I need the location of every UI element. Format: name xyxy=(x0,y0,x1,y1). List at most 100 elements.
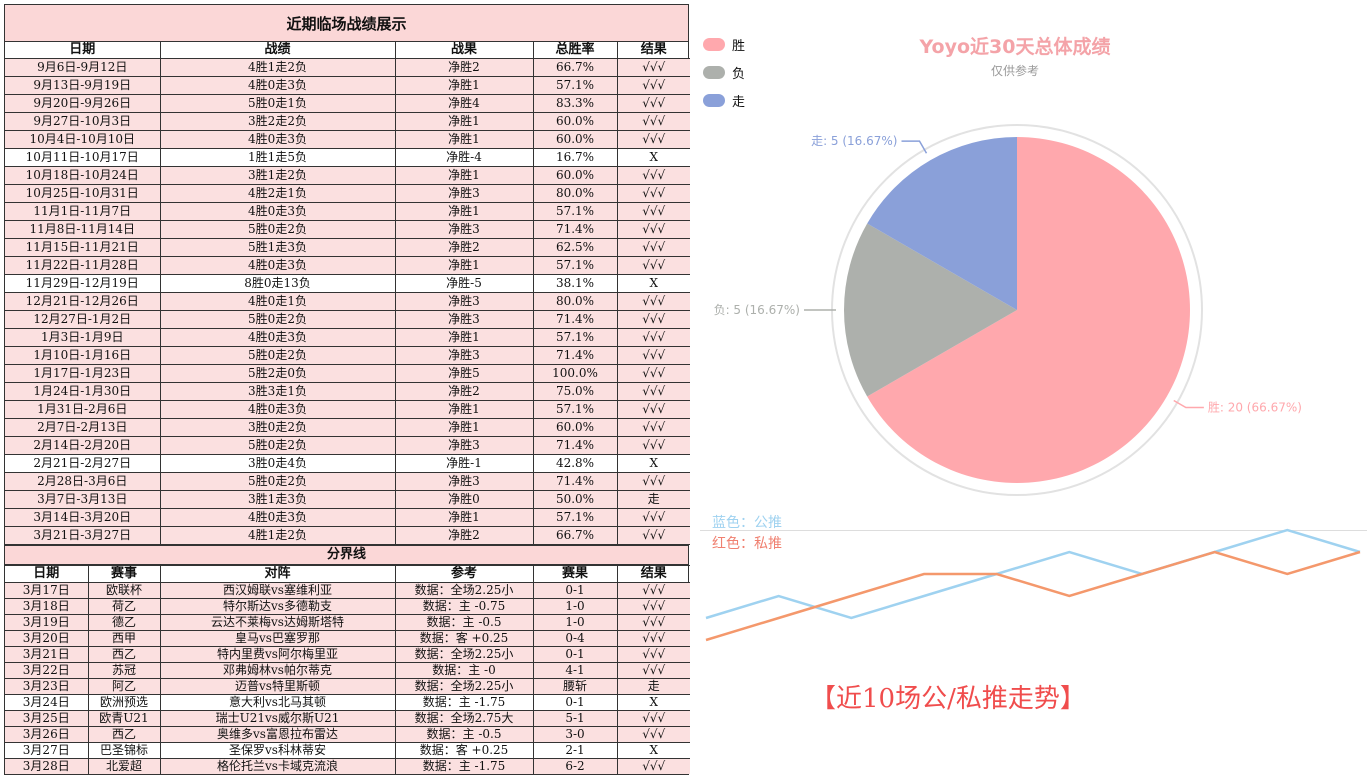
winrate-cell: 57.1% xyxy=(532,76,618,95)
winrate-cell: 71.4% xyxy=(532,310,618,329)
date-cell: 1月24日-1月30日 xyxy=(5,382,161,401)
record-cell: 4胜1走2负 xyxy=(159,526,396,545)
result-cell: √√√ xyxy=(616,256,690,275)
match-date-cell: 3月18日 xyxy=(5,598,89,615)
match-header-cell: 参考 xyxy=(394,565,534,583)
league-cell: 北爱超 xyxy=(87,758,161,774)
match-date-cell: 3月25日 xyxy=(5,710,89,727)
result-cell: √√√ xyxy=(616,112,690,131)
net-cell: 净胜2 xyxy=(394,382,534,401)
winrate-cell: 57.1% xyxy=(532,202,618,221)
record-cell: 3胜0走4负 xyxy=(159,454,396,473)
fixture-cell: 皇马vs巴塞罗那 xyxy=(159,630,396,647)
result-cell: √√√ xyxy=(616,364,690,383)
weekly-header-row: 日期 战绩 战果 总胜率 结果 xyxy=(5,42,690,59)
result-cell: X xyxy=(616,148,690,167)
trend-chart xyxy=(705,528,1361,642)
record-cell: 3胜2走2负 xyxy=(159,112,396,131)
legend-label: 胜 xyxy=(732,38,746,54)
league-cell: 阿乙 xyxy=(87,678,161,695)
record-title: 近期临场战绩展示 xyxy=(5,5,688,42)
match-result-cell: √√√ xyxy=(616,614,690,631)
trend-title: 【近10场公/私推走势】 xyxy=(810,684,1086,714)
match-date-cell: 3月22日 xyxy=(5,662,89,679)
record-cell: 3胜1走3负 xyxy=(159,490,396,509)
table-row: 1月24日-1月30日 3胜3走1负 净胜2 75.0% √√√ xyxy=(5,382,690,401)
table-row: 10月11日-10月17日 1胜1走5负 净胜-4 16.7% X xyxy=(5,148,690,167)
record-cell: 4胜0走3负 xyxy=(159,508,396,527)
net-cell: 净胜1 xyxy=(394,130,534,149)
match-header-cell: 日期 xyxy=(5,565,89,583)
winrate-cell: 75.0% xyxy=(532,382,618,401)
net-cell: 净胜5 xyxy=(394,364,534,383)
table-row: 10月18日-10月24日 3胜1走2负 净胜1 60.0% √√√ xyxy=(5,166,690,185)
result-cell: 走 xyxy=(616,490,690,509)
table-row: 11月8日-11月14日 5胜0走2负 净胜3 71.4% √√√ xyxy=(5,220,690,239)
reference-cell: 数据：主 -1.75 xyxy=(394,758,534,774)
match-result-cell: √√√ xyxy=(616,630,690,647)
winrate-cell: 57.1% xyxy=(532,328,618,347)
legend-item: 负 xyxy=(703,58,745,86)
result-cell: √√√ xyxy=(616,328,690,347)
winrate-cell: 60.0% xyxy=(532,166,618,185)
pie-chart: 胜: 20 (66.67%) 负: 5 (16.67%) 走: 5 (16.67%) xyxy=(714,124,1302,496)
winrate-cell: 60.0% xyxy=(532,112,618,131)
score-cell: 5-1 xyxy=(532,710,618,727)
result-cell: X xyxy=(616,274,690,293)
net-cell: 净胜2 xyxy=(394,238,534,257)
winrate-cell: 57.1% xyxy=(532,508,618,527)
net-cell: 净胜3 xyxy=(394,292,534,311)
score-cell: 2-1 xyxy=(532,742,618,759)
net-cell: 净胜2 xyxy=(394,58,534,77)
table-row: 1月3日-1月9日 4胜0走3负 净胜1 57.1% √√√ xyxy=(5,328,690,347)
table-row: 3月28日 北爱超 格伦托兰vs卡域克流浪 数据：主 -1.75 6-2 √√√ xyxy=(5,758,690,774)
match-header-cell: 对阵 xyxy=(159,565,396,583)
table-row: 3月21日-3月27日 4胜1走2负 净胜2 66.7% √√√ xyxy=(5,526,690,545)
record-cell: 8胜0走13负 xyxy=(159,274,396,293)
legend-item: 胜 xyxy=(703,30,745,58)
net-cell: 净胜-4 xyxy=(394,148,534,167)
match-result-cell: √√√ xyxy=(616,726,690,743)
table-row: 11月15日-11月21日 5胜1走3负 净胜2 62.5% √√√ xyxy=(5,238,690,257)
net-cell: 净胜4 xyxy=(394,94,534,113)
net-cell: 净胜3 xyxy=(394,346,534,365)
weekly-record-table: 日期 战绩 战果 总胜率 结果 9月6日-9月12日 4胜1走2负 净胜2 66.7% √√√ 9… xyxy=(5,42,690,545)
winrate-cell: 42.8% xyxy=(532,454,618,473)
table-row: 10月4日-10月10日 4胜0走3负 净胜1 60.0% √√√ xyxy=(5,130,690,149)
result-cell: √√√ xyxy=(616,202,690,221)
record-cell: 3胜3走1负 xyxy=(159,382,396,401)
date-cell: 9月20日-9月26日 xyxy=(5,94,161,113)
weekly-header-cell: 结果 xyxy=(616,42,690,59)
table-row: 11月22日-11月28日 4胜0走3负 净胜1 57.1% √√√ xyxy=(5,256,690,275)
legend-item: 走 xyxy=(703,86,745,114)
fixture-cell: 特尔斯达vs多德勒支 xyxy=(159,598,396,615)
weekly-header-cell: 总胜率 xyxy=(532,42,618,59)
pie-title: Yoyo近30天总体成绩 xyxy=(919,36,1111,58)
net-cell: 净胜1 xyxy=(394,202,534,221)
table-row: 3月23日 阿乙 迈普vs特里斯顿 数据：全场2.25小 腰斩走 xyxy=(5,678,690,695)
divider-row: 分界线 xyxy=(5,545,688,565)
fixture-cell: 云达不莱梅vs达姆斯塔特 xyxy=(159,614,396,631)
pie-label: 胜: 20 (66.67%) xyxy=(1208,400,1302,415)
date-cell: 12月21日-12月26日 xyxy=(5,292,161,311)
record-cell: 5胜0走2负 xyxy=(159,346,396,365)
legend-label: 走 xyxy=(732,94,746,110)
table-row: 3月17日 欧联杯 西汉姆联vs塞维利亚 数据：全场2.25小 0-1 √√√ xyxy=(5,582,690,599)
table-row: 10月25日-10月31日 4胜2走1负 净胜3 80.0% √√√ xyxy=(5,184,690,203)
record-cell: 5胜0走2负 xyxy=(159,310,396,329)
table-row: 3月24日 欧洲预选 意大利vs北马其顿 数据：主 -1.75 0-1 X xyxy=(5,694,690,711)
table-row: 3月26日 西乙 奥维多vs富恩拉布雷达 数据：主 -0.5 3-0 √√√ xyxy=(5,726,690,743)
net-cell: 净胜1 xyxy=(394,256,534,275)
date-cell: 1月10日-1月16日 xyxy=(5,346,161,365)
match-result-cell: √√√ xyxy=(616,646,690,663)
pie-label-line xyxy=(901,140,928,154)
table-row: 1月17日-1月23日 5胜2走0负 净胜5 100.0% √√√ xyxy=(5,364,690,383)
winrate-cell: 66.7% xyxy=(532,526,618,545)
winrate-cell: 80.0% xyxy=(532,184,618,203)
table-row: 2月14日-2月20日 5胜0走2负 净胜3 71.4% √√√ xyxy=(5,436,690,455)
winrate-cell: 50.0% xyxy=(532,490,618,509)
match-result-cell: √√√ xyxy=(616,758,690,774)
table-row: 9月6日-9月12日 4胜1走2负 净胜2 66.7% √√√ xyxy=(5,58,690,77)
match-date-cell: 3月28日 xyxy=(5,758,89,774)
date-cell: 3月7日-3月13日 xyxy=(5,490,161,509)
